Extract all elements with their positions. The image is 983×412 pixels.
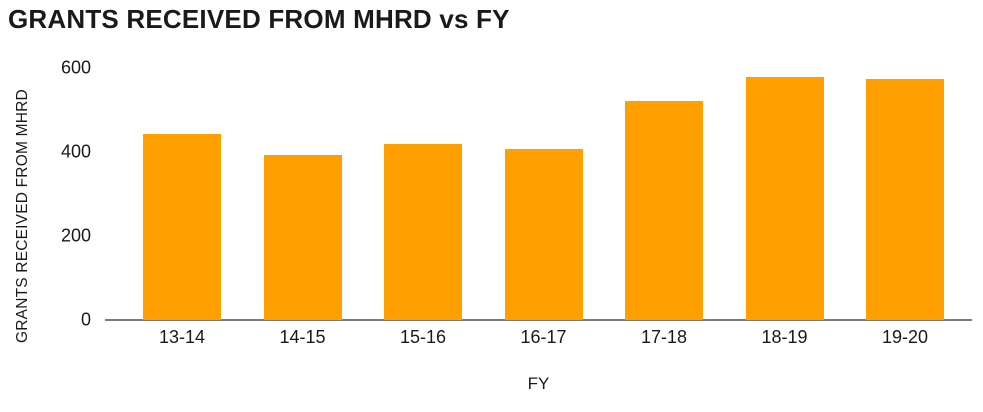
bar-slot: 17-18 — [625, 68, 703, 347]
bar — [866, 78, 944, 320]
bar-slot: 16-17 — [504, 68, 583, 347]
y-tick-label: 200 — [60, 225, 91, 246]
chart-title: GRANTS RECEIVED FROM MHRD vs FY — [8, 4, 510, 34]
bar-slot: 14-15 — [263, 68, 342, 347]
x-axis-line — [105, 319, 972, 321]
bar-slot: 18-19 — [745, 68, 824, 347]
bar-slot: 15-16 — [384, 68, 462, 347]
y-tick-label: 400 — [60, 141, 91, 162]
bar — [384, 144, 462, 320]
x-category-label: 17-18 — [640, 327, 688, 347]
bar-slot: 13-14 — [143, 68, 221, 347]
x-axis-title: FY — [527, 374, 550, 393]
y-axis-ticks: 0 200 400 600 — [61, 58, 972, 330]
bar — [625, 100, 703, 320]
bar — [263, 155, 342, 320]
bar — [143, 133, 221, 320]
x-category-label: 15-16 — [399, 327, 447, 347]
y-tick-label: 0 — [80, 309, 91, 330]
y-axis-title: GRANTS RECEIVED FROM MHRD — [14, 89, 31, 343]
x-category-label: 18-19 — [761, 327, 808, 347]
x-category-label: 19-20 — [881, 327, 929, 347]
y-tick-label: 600 — [60, 57, 91, 78]
bar — [504, 149, 583, 320]
x-category-label: 14-15 — [279, 327, 326, 347]
bar — [745, 77, 824, 320]
x-category-label: 16-17 — [520, 327, 567, 347]
bars-container: 13-14 14-15 15-16 16-17 17-18 18-19 19-20 — [143, 68, 944, 347]
plot-area: 0 200 400 600 13-14 14-15 15-16 16-17 17-18 18-1… — [61, 58, 972, 347]
x-category-label: 13-14 — [158, 327, 206, 347]
bar-slot: 19-20 — [866, 68, 944, 347]
